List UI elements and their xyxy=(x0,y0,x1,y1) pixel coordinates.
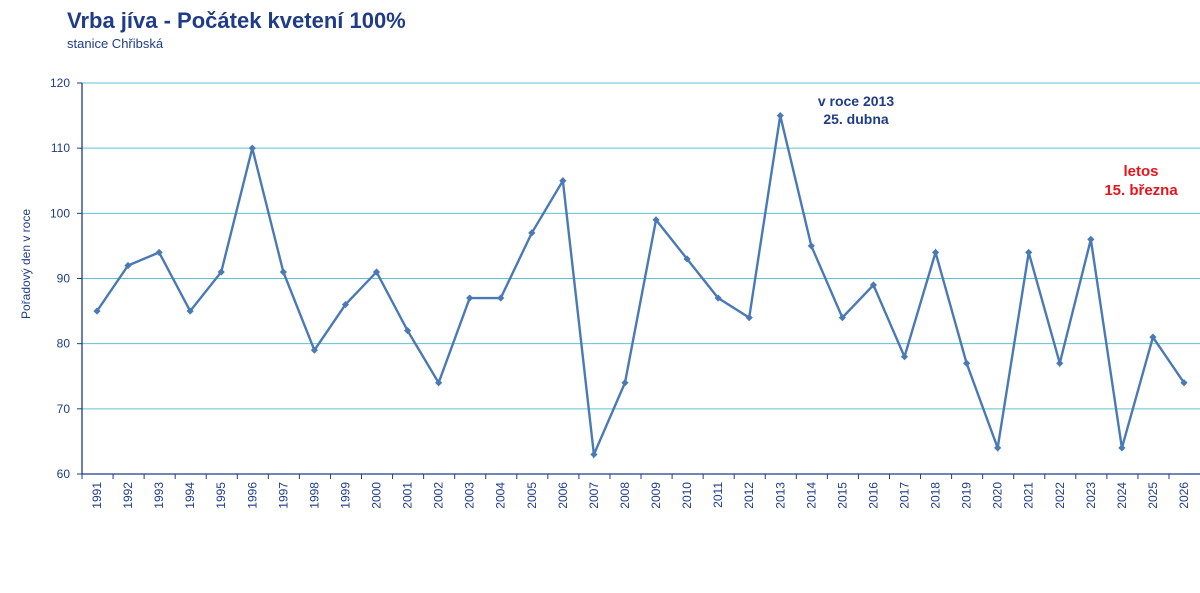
annotation-letos-line2: 15. března xyxy=(1104,182,1178,199)
x-tick-label: 2004 xyxy=(494,482,508,509)
x-tick-label: 2007 xyxy=(587,482,601,509)
data-point-2002 xyxy=(435,379,443,387)
chart-subtitle: stanice Chřibská xyxy=(67,36,164,51)
y-tick-label: 90 xyxy=(57,272,71,286)
x-tick-label: 1995 xyxy=(214,482,228,509)
data-point-2018 xyxy=(931,248,940,257)
data-point-1995 xyxy=(217,268,225,276)
annotation-2013-line2: 25. dubna xyxy=(823,111,889,127)
x-tick-label: 1993 xyxy=(152,482,166,509)
data-point-1997 xyxy=(279,268,287,276)
x-tick-label: 1996 xyxy=(245,482,259,509)
x-axis-ticks: 1991 1992 1993 1994 1995 1996 1997 1998 1999 2000… xyxy=(81,474,1191,509)
data-point-2006 xyxy=(559,177,567,185)
x-tick-label: 2017 xyxy=(897,482,911,509)
axes xyxy=(81,83,1200,475)
data-point-1992 xyxy=(124,261,132,270)
annotations: v roce 2013 25. dubna letos 15. března xyxy=(818,93,1178,199)
x-tick-label: 1999 xyxy=(338,482,352,509)
data-point-2004 xyxy=(497,294,505,302)
x-tick-label: 2026 xyxy=(1177,482,1191,509)
x-tick-label: 2018 xyxy=(929,482,943,509)
y-axis-label: Pořadový den v roce xyxy=(19,209,33,319)
x-tick-label: 2016 xyxy=(866,482,880,509)
data-point-2014 xyxy=(807,242,815,250)
data-point-1991 xyxy=(93,307,101,315)
x-tick-label: 2008 xyxy=(618,482,632,509)
y-axis-ticks: 60 70 80 90 100 110 120 xyxy=(50,76,82,481)
data-point-2023 xyxy=(1087,235,1095,243)
x-tick-label: 2001 xyxy=(401,482,415,509)
x-tick-label: 1991 xyxy=(90,482,104,509)
y-tick-label: 110 xyxy=(51,141,70,155)
x-tick-label: 2010 xyxy=(680,482,694,509)
data-point-2020 xyxy=(994,444,1002,452)
y-tick-label: 80 xyxy=(57,337,71,351)
x-tick-label: 2000 xyxy=(370,482,384,509)
series-line xyxy=(96,115,1185,460)
x-tick-label: 2019 xyxy=(960,482,974,509)
data-point-2022 xyxy=(1056,359,1064,367)
y-tick-label: 100 xyxy=(50,206,70,220)
data-point-1994 xyxy=(186,307,194,315)
x-tick-label: 1998 xyxy=(307,482,321,509)
data-point-2005 xyxy=(528,229,536,237)
x-tick-label: 2009 xyxy=(649,482,663,509)
data-point-2016 xyxy=(869,281,878,289)
x-tick-label: 2015 xyxy=(835,482,849,509)
data-point-2000 xyxy=(372,268,381,276)
x-tick-label: 2021 xyxy=(1022,482,1036,509)
data-point-2012 xyxy=(745,314,753,322)
x-tick-label: 2002 xyxy=(432,482,446,509)
data-point-1996 xyxy=(248,144,256,152)
x-tick-label: 2012 xyxy=(742,482,756,509)
y-tick-label: 70 xyxy=(57,402,71,416)
x-tick-label: 2022 xyxy=(1053,482,1067,509)
data-point-2013 xyxy=(776,111,784,120)
x-tick-label: 2014 xyxy=(804,482,818,509)
x-tick-label: 2024 xyxy=(1115,482,1129,509)
data-point-2009 xyxy=(652,216,660,224)
x-tick-label: 2005 xyxy=(525,482,539,509)
x-tick-label: 1992 xyxy=(121,482,135,509)
data-point-2001 xyxy=(403,327,412,335)
x-tick-label: 2003 xyxy=(463,482,477,509)
x-tick-label: 2023 xyxy=(1084,482,1098,509)
data-point-2024 xyxy=(1118,444,1126,452)
data-point-2019 xyxy=(963,359,971,367)
data-point-2021 xyxy=(1025,248,1033,257)
data-point-1999 xyxy=(341,300,350,309)
x-tick-label: 1997 xyxy=(276,482,290,509)
gridlines xyxy=(82,82,1200,410)
data-point-1998 xyxy=(310,346,318,354)
x-tick-label: 2006 xyxy=(556,482,570,509)
data-point-2017 xyxy=(900,353,909,361)
series-group xyxy=(93,111,1188,460)
x-tick-label: 2011 xyxy=(711,482,725,508)
x-tick-label: 2020 xyxy=(991,482,1005,509)
y-tick-label: 60 xyxy=(57,467,71,481)
x-tick-label: 2013 xyxy=(773,482,787,509)
data-point-2007 xyxy=(590,450,598,459)
data-point-2011 xyxy=(714,294,722,302)
data-point-2025 xyxy=(1149,333,1157,341)
data-point-2026 xyxy=(1180,379,1188,387)
x-tick-label: 2025 xyxy=(1146,482,1160,509)
chart-title: Vrba jíva - Počátek kvetení 100% xyxy=(67,8,406,33)
annotation-2013-line1: v roce 2013 xyxy=(818,93,894,109)
y-tick-label: 120 xyxy=(50,76,70,90)
data-point-2015 xyxy=(838,314,846,322)
data-point-2010 xyxy=(683,255,691,263)
annotation-letos-line1: letos xyxy=(1123,163,1158,180)
data-point-2008 xyxy=(621,379,629,387)
data-point-1993 xyxy=(155,248,163,257)
data-point-2003 xyxy=(466,294,474,302)
x-tick-label: 1994 xyxy=(183,482,197,509)
